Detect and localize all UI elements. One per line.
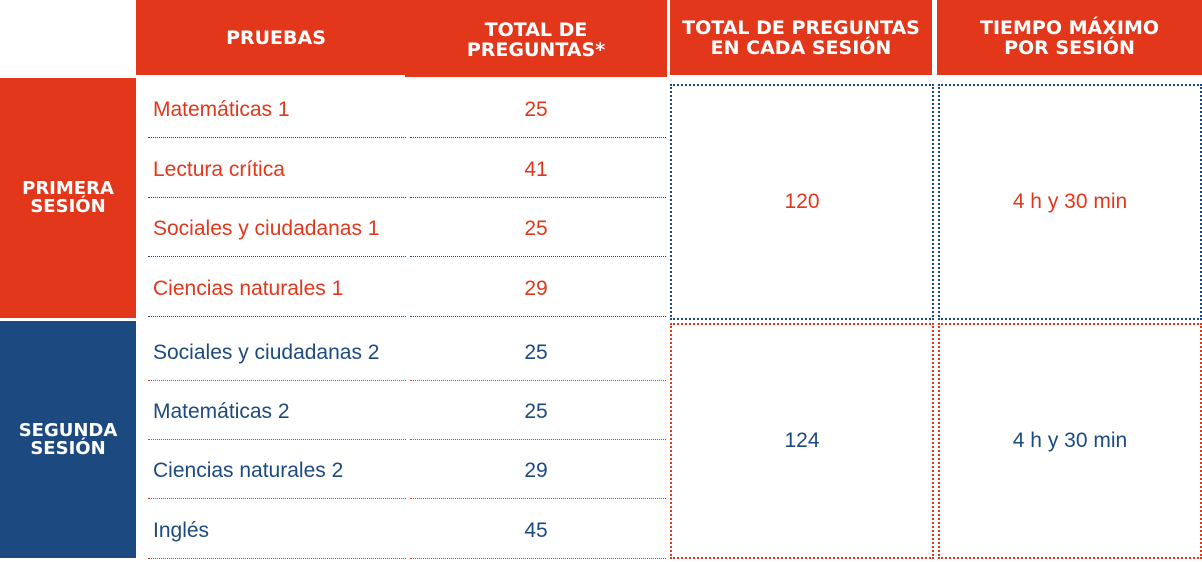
table-row: Ciencias naturales 2 29 bbox=[148, 443, 666, 499]
session-total-value: 120 bbox=[784, 190, 820, 213]
row-divider bbox=[148, 439, 406, 440]
row-divider bbox=[410, 316, 666, 317]
test-count: 45 bbox=[524, 519, 548, 542]
test-name: Inglés bbox=[153, 519, 210, 542]
header-total-por-sesion: TOTAL DE PREGUNTAS EN CADA SESIÓN bbox=[670, 0, 932, 75]
row-divider bbox=[148, 558, 406, 559]
session-label-primera: PRIMERA SESIÓN bbox=[0, 78, 136, 318]
table-row: Sociales y ciudadanas 1 25 bbox=[148, 201, 666, 257]
table-row: Matemáticas 1 25 bbox=[148, 82, 666, 138]
test-name: Sociales y ciudadanas 1 bbox=[153, 217, 380, 240]
session-time-primera: 4 h y 30 min bbox=[938, 84, 1202, 320]
row-divider bbox=[148, 316, 406, 317]
row-divider bbox=[410, 197, 666, 198]
session-total-primera: 120 bbox=[670, 84, 934, 320]
test-name: Ciencias naturales 1 bbox=[153, 277, 344, 300]
row-divider bbox=[410, 137, 666, 138]
session-total-segunda: 124 bbox=[670, 323, 934, 559]
header-tiempo-maximo: TIEMPO MÁXIMO POR SESIÓN bbox=[937, 0, 1202, 75]
table-row: Ciencias naturales 1 29 bbox=[148, 261, 666, 317]
row-divider bbox=[410, 380, 666, 381]
table-row: Sociales y ciudadanas 2 25 bbox=[148, 325, 666, 381]
row-divider bbox=[148, 380, 406, 381]
row-divider bbox=[410, 256, 666, 257]
test-name: Lectura crítica bbox=[153, 158, 285, 181]
test-name: Matemáticas 2 bbox=[153, 400, 290, 423]
session-total-value: 124 bbox=[784, 429, 820, 452]
row-divider bbox=[148, 498, 406, 499]
test-count: 25 bbox=[524, 341, 548, 364]
session-label-segunda: SEGUNDA SESIÓN bbox=[0, 321, 136, 558]
header-total-preguntas: TOTAL DE PREGUNTAS* bbox=[405, 0, 667, 77]
table-row: Inglés 45 bbox=[148, 503, 666, 559]
test-name: Sociales y ciudadanas 2 bbox=[153, 341, 380, 364]
test-name: Ciencias naturales 2 bbox=[153, 459, 344, 482]
test-count: 25 bbox=[524, 217, 548, 240]
row-divider bbox=[148, 137, 406, 138]
session-time-segunda: 4 h y 30 min bbox=[938, 323, 1202, 559]
test-count: 29 bbox=[524, 277, 548, 300]
table-row: Lectura crítica 41 bbox=[148, 142, 666, 198]
row-divider bbox=[410, 498, 666, 499]
test-count: 41 bbox=[524, 158, 548, 181]
table-row: Matemáticas 2 25 bbox=[148, 384, 666, 440]
test-name: Matemáticas 1 bbox=[153, 98, 290, 121]
test-count: 29 bbox=[524, 459, 548, 482]
session-time-value: 4 h y 30 min bbox=[1012, 190, 1128, 213]
test-count: 25 bbox=[524, 400, 548, 423]
row-divider bbox=[148, 197, 406, 198]
header-pruebas: PRUEBAS bbox=[136, 0, 416, 75]
row-divider bbox=[410, 439, 666, 440]
test-count: 25 bbox=[524, 98, 548, 121]
row-divider bbox=[148, 256, 406, 257]
session-time-value: 4 h y 30 min bbox=[1012, 429, 1128, 452]
row-divider bbox=[410, 558, 666, 559]
